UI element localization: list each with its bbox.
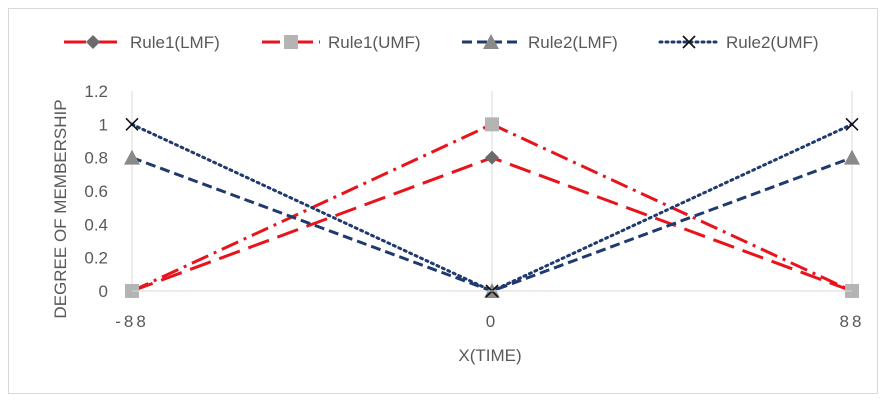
- data-point-series-2: [485, 117, 499, 132]
- legend-label: Rule1(LMF): [130, 33, 220, 52]
- legend-marker: [483, 34, 499, 49]
- y-tick-label: 0: [99, 282, 108, 301]
- axes: 0 0.2 0.4 0.6 0.8 1 1.2 -88 0 88: [84, 82, 865, 331]
- y-tick-label: 1.2: [84, 82, 108, 101]
- y-tick-label: 0.2: [84, 249, 108, 268]
- legend: Rule1(LMF) Rule1(UMF) Rule2(LMF) Rule2(UMF): [64, 33, 819, 52]
- legend-item-1: Rule1(LMF): [64, 33, 220, 52]
- data-point-series-4: [125, 117, 139, 131]
- legend-marker: [682, 35, 696, 49]
- legend-item-3: Rule2(LMF): [462, 33, 618, 52]
- data-point-series-4: [845, 117, 859, 131]
- chart-area: [8, 8, 878, 394]
- y-tick-label: 0.8: [84, 149, 108, 168]
- legend-marker: [284, 35, 298, 49]
- y-axis-label: DEGREE OF MEMBERSHIP: [51, 99, 70, 318]
- x-tick-label: -88: [115, 312, 149, 331]
- data-point-series-3: [124, 149, 140, 165]
- x-tick-label: 88: [840, 312, 865, 331]
- legend-item-4: Rule2(UMF): [658, 33, 819, 52]
- legend-label: Rule2(LMF): [528, 33, 618, 52]
- x-tick-label: 0: [486, 312, 498, 331]
- data-point-series-1: [485, 150, 499, 165]
- data-point-series-3: [844, 149, 860, 165]
- legend-marker: [86, 35, 100, 49]
- x-axis-label: X(TIME): [458, 346, 521, 365]
- legend-item-2: Rule1(UMF): [262, 33, 421, 52]
- y-tick-label: 1: [99, 115, 108, 134]
- y-tick-label: 0.4: [84, 215, 108, 234]
- legend-label: Rule1(UMF): [328, 33, 421, 52]
- y-tick-label: 0.6: [84, 182, 108, 201]
- legend-label: Rule2(UMF): [726, 33, 819, 52]
